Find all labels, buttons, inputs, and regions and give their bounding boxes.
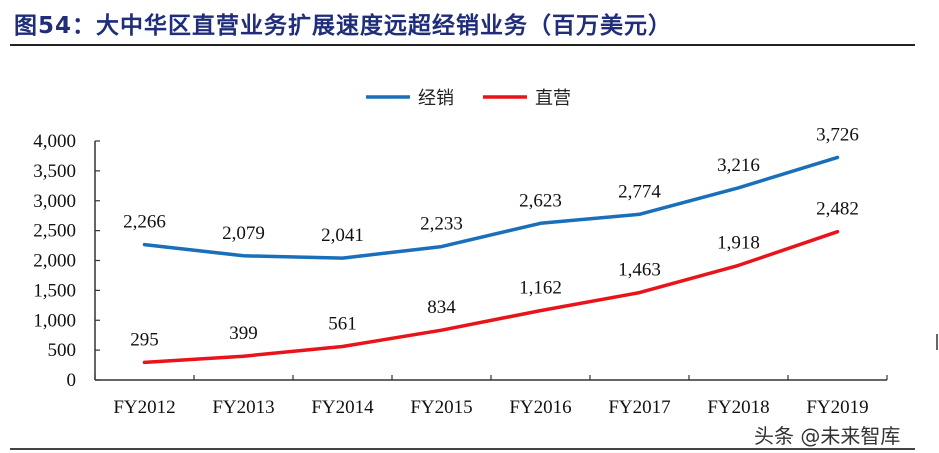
y-tick-label: 3,500 — [33, 161, 76, 182]
legend-label: 经销 — [418, 88, 454, 109]
x-tick-label: FY2018 — [707, 397, 769, 418]
data-label: 2,041 — [321, 225, 364, 246]
legend-label: 直营 — [535, 88, 571, 109]
data-label: 3,216 — [717, 155, 760, 176]
data-label: 1,463 — [618, 260, 661, 281]
series-line-直营 — [142, 229, 840, 365]
data-label: 2,233 — [420, 214, 463, 235]
y-tick-label: 2,000 — [33, 251, 76, 272]
x-tick-label: FY2012 — [113, 397, 175, 418]
data-label: 1,162 — [519, 278, 562, 299]
data-label: 2,774 — [618, 181, 661, 202]
y-tick-label: 500 — [48, 340, 77, 361]
data-label: 295 — [130, 329, 159, 350]
data-label: 3,726 — [816, 124, 859, 145]
x-tick-label: FY2017 — [608, 397, 670, 418]
chart-title: 图54：大中华区直营业务扩展速度远超经销业务（百万美元） — [14, 13, 673, 39]
x-tick-label: FY2015 — [410, 397, 472, 418]
x-tick-label: FY2019 — [806, 397, 868, 418]
watermark: 头条 @未来智库 — [754, 424, 901, 448]
x-tick-label: FY2013 — [212, 397, 274, 418]
x-tick-label: FY2016 — [509, 397, 571, 418]
data-label: 834 — [427, 297, 456, 318]
data-label: 561 — [328, 313, 357, 334]
data-label: 1,918 — [717, 232, 760, 253]
legend: 经销 直营 — [366, 88, 571, 109]
y-tick-label: 1,500 — [33, 280, 76, 301]
data-label: 2,266 — [123, 212, 166, 233]
data-label: 2,079 — [222, 223, 265, 244]
y-tick-label: 0 — [67, 370, 77, 391]
data-label: 399 — [229, 323, 258, 344]
edge-mark — [936, 334, 938, 350]
bottom-divider — [10, 448, 915, 450]
x-tick-label: FY2014 — [311, 397, 374, 418]
y-tick-label: 1,000 — [33, 310, 76, 331]
y-tick-label: 3,000 — [33, 191, 76, 212]
y-tick-label: 4,000 — [33, 131, 76, 152]
data-label: 2,482 — [816, 199, 859, 220]
axes: 0 500 1,000 1,500 2,000 2,500 3,000 3,500 4,000 F… — [33, 131, 888, 418]
title-divider — [10, 44, 915, 46]
series-line-经销 — [142, 155, 840, 260]
data-labels: 2,266 2,079 2,041 2,233 2,623 2,774 3,216 3,726… — [123, 124, 859, 350]
y-tick-label: 2,500 — [33, 221, 76, 242]
data-label: 2,623 — [519, 190, 562, 211]
series-lines — [142, 155, 840, 365]
